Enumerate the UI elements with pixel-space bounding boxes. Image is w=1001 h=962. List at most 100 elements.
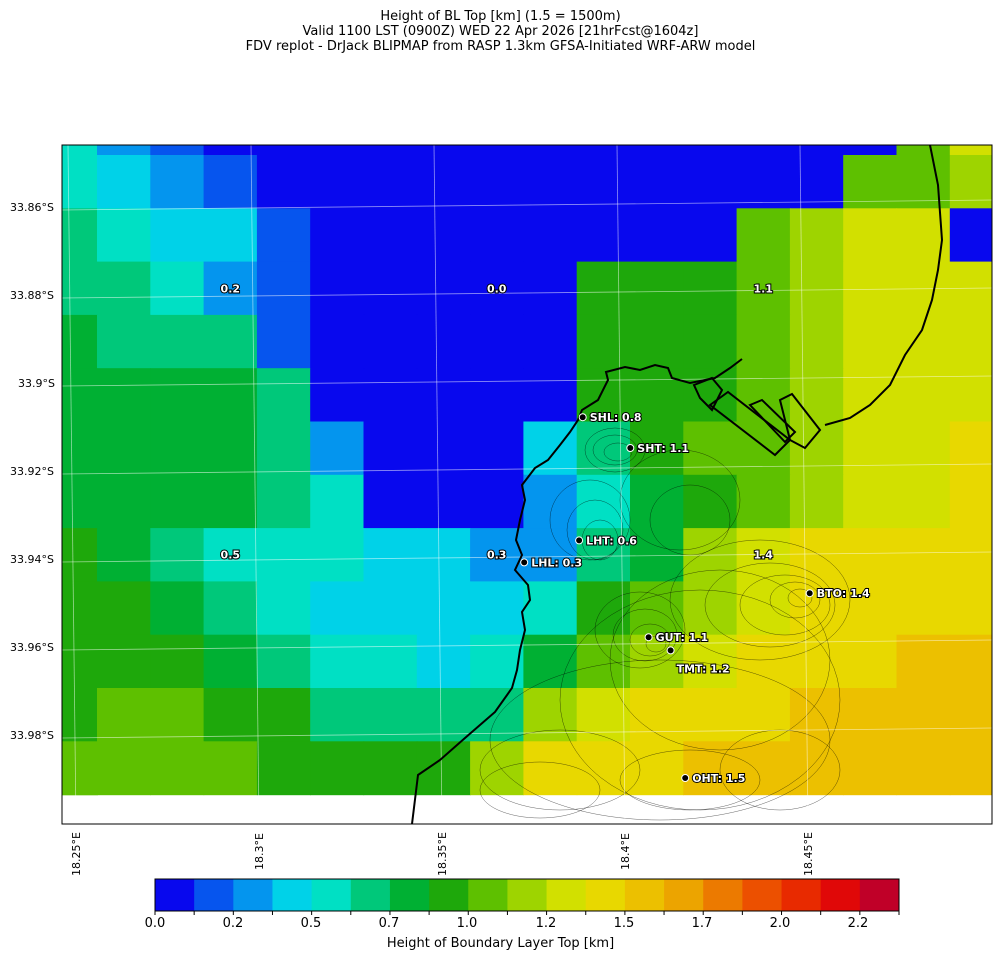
grid-cell bbox=[576, 421, 631, 476]
grid-cell bbox=[630, 688, 684, 742]
grid-cell bbox=[736, 581, 791, 636]
grid-cell bbox=[683, 421, 738, 476]
grid-cell bbox=[150, 314, 205, 369]
grid-cell bbox=[949, 421, 992, 476]
station[interactable]: TMT: 1.2 bbox=[666, 646, 731, 676]
station[interactable]: OHT: 1.5 bbox=[681, 771, 746, 786]
grid-cell bbox=[150, 634, 205, 689]
grid-cell bbox=[843, 368, 898, 423]
grid-cell bbox=[470, 741, 524, 796]
grid-cell bbox=[62, 314, 98, 369]
grid-cell bbox=[949, 145, 992, 156]
grid-cell bbox=[470, 155, 524, 209]
grid-cell bbox=[62, 208, 98, 263]
grid-cell bbox=[416, 314, 471, 369]
colorbar-ticks bbox=[154, 911, 900, 915]
cell-value-label: 1.1 bbox=[753, 282, 773, 295]
grid-cell bbox=[789, 368, 844, 423]
grid-cell bbox=[523, 634, 578, 689]
station-dot bbox=[666, 646, 675, 655]
grid-cell bbox=[949, 474, 992, 529]
grid-cell bbox=[150, 208, 205, 263]
lat-label-6: 33.96°S bbox=[10, 641, 54, 654]
grid-cell bbox=[62, 368, 98, 423]
bl-top-map: 0.2 0.0 1.1 0.5 0.3 1.4 SHL: 0.8 SHT: 1.1 LHT: … bbox=[61, 144, 993, 825]
station-label: SHT: 1.1 bbox=[637, 442, 689, 455]
grid-cell bbox=[97, 528, 151, 582]
grid-cell bbox=[683, 741, 738, 796]
grid-cell bbox=[470, 581, 524, 636]
grid-cell bbox=[256, 474, 311, 529]
lat-label-7: 33.98°S bbox=[10, 729, 54, 742]
grid-cell bbox=[97, 145, 151, 156]
grid-cell bbox=[97, 474, 151, 529]
station[interactable]: LHT: 0.6 bbox=[575, 533, 638, 548]
cell-value-label: 0.2 bbox=[221, 282, 241, 295]
grid-cell bbox=[256, 145, 311, 156]
grid-cell bbox=[949, 528, 992, 582]
grid-cell bbox=[62, 474, 98, 529]
grid-cell bbox=[683, 581, 738, 636]
grid-cell bbox=[843, 155, 898, 209]
grid-cell bbox=[949, 741, 992, 796]
grid-cell bbox=[363, 741, 418, 796]
station-label: OHT: 1.5 bbox=[692, 772, 745, 785]
lon-label-1: 18.25°E bbox=[70, 832, 83, 876]
station[interactable]: LHL: 0.3 bbox=[520, 555, 583, 570]
grid-cell bbox=[97, 634, 151, 689]
grid-cell bbox=[736, 314, 791, 369]
grid-cell bbox=[789, 208, 844, 263]
grid-cell bbox=[203, 314, 258, 369]
grid-cell bbox=[576, 688, 631, 742]
grid-cell bbox=[203, 688, 258, 742]
grid-cell bbox=[789, 314, 844, 369]
station[interactable]: SHT: 1.1 bbox=[626, 441, 690, 456]
station-label: LHT: 0.6 bbox=[586, 534, 637, 547]
grid-cell bbox=[150, 474, 205, 529]
grid-cell bbox=[523, 368, 578, 423]
lat-label-5: 33.94°S bbox=[10, 553, 54, 566]
grid-cell bbox=[97, 581, 151, 636]
cbar-tick-label: 0.0 bbox=[144, 916, 166, 931]
grid-cell bbox=[310, 581, 365, 636]
grid-cell bbox=[416, 634, 471, 689]
grid-cell bbox=[97, 741, 151, 796]
grid-cell bbox=[576, 368, 631, 423]
grid-cell bbox=[256, 155, 311, 209]
grid-cell bbox=[576, 261, 631, 316]
grid-cell bbox=[203, 208, 258, 263]
grid-cell bbox=[896, 421, 951, 476]
lat-lon-gridlines bbox=[62, 145, 992, 824]
grid-cell bbox=[470, 474, 524, 529]
grid-cell bbox=[896, 474, 951, 529]
station-label: SHL: 0.8 bbox=[590, 411, 642, 424]
station[interactable]: GUT: 1.1 bbox=[644, 630, 709, 645]
grid-cell bbox=[310, 261, 365, 316]
title-line-1: Height of BL Top [km] (1.5 = 1500m) bbox=[380, 9, 621, 24]
grid-cell bbox=[203, 474, 258, 529]
station[interactable]: SHL: 0.8 bbox=[578, 410, 643, 425]
lat-label-4: 33.92°S bbox=[10, 465, 54, 478]
station-dot bbox=[626, 444, 635, 452]
grid-cell bbox=[896, 528, 951, 582]
grid-cell bbox=[256, 208, 311, 263]
coastline bbox=[411, 145, 944, 824]
grid-cell bbox=[736, 368, 791, 423]
grid-cells bbox=[62, 145, 992, 796]
grid-cell bbox=[150, 368, 205, 423]
grid-cell bbox=[843, 421, 898, 476]
grid-cell bbox=[150, 581, 205, 636]
grid-cell bbox=[949, 581, 992, 636]
grid-cell bbox=[310, 145, 365, 156]
grid-cell bbox=[256, 581, 311, 636]
station[interactable]: BTO: 1.4 bbox=[805, 586, 871, 601]
cell-value-label: 1.4 bbox=[753, 549, 773, 562]
station-markers: SHL: 0.8 SHT: 1.1 LHT: 0.6 LHL: 0.3 BTO: 1.4… bbox=[520, 410, 871, 786]
title-line-3: FDV replot - DrJack BLIPMAP from RASP 1.… bbox=[245, 39, 756, 54]
grid-cell bbox=[523, 688, 578, 742]
grid-cell bbox=[736, 741, 791, 796]
grid-cell bbox=[949, 634, 992, 689]
grid-cell bbox=[789, 261, 844, 316]
cbar-tick-label: 0.7 bbox=[378, 916, 400, 931]
grid-cell bbox=[630, 261, 684, 316]
